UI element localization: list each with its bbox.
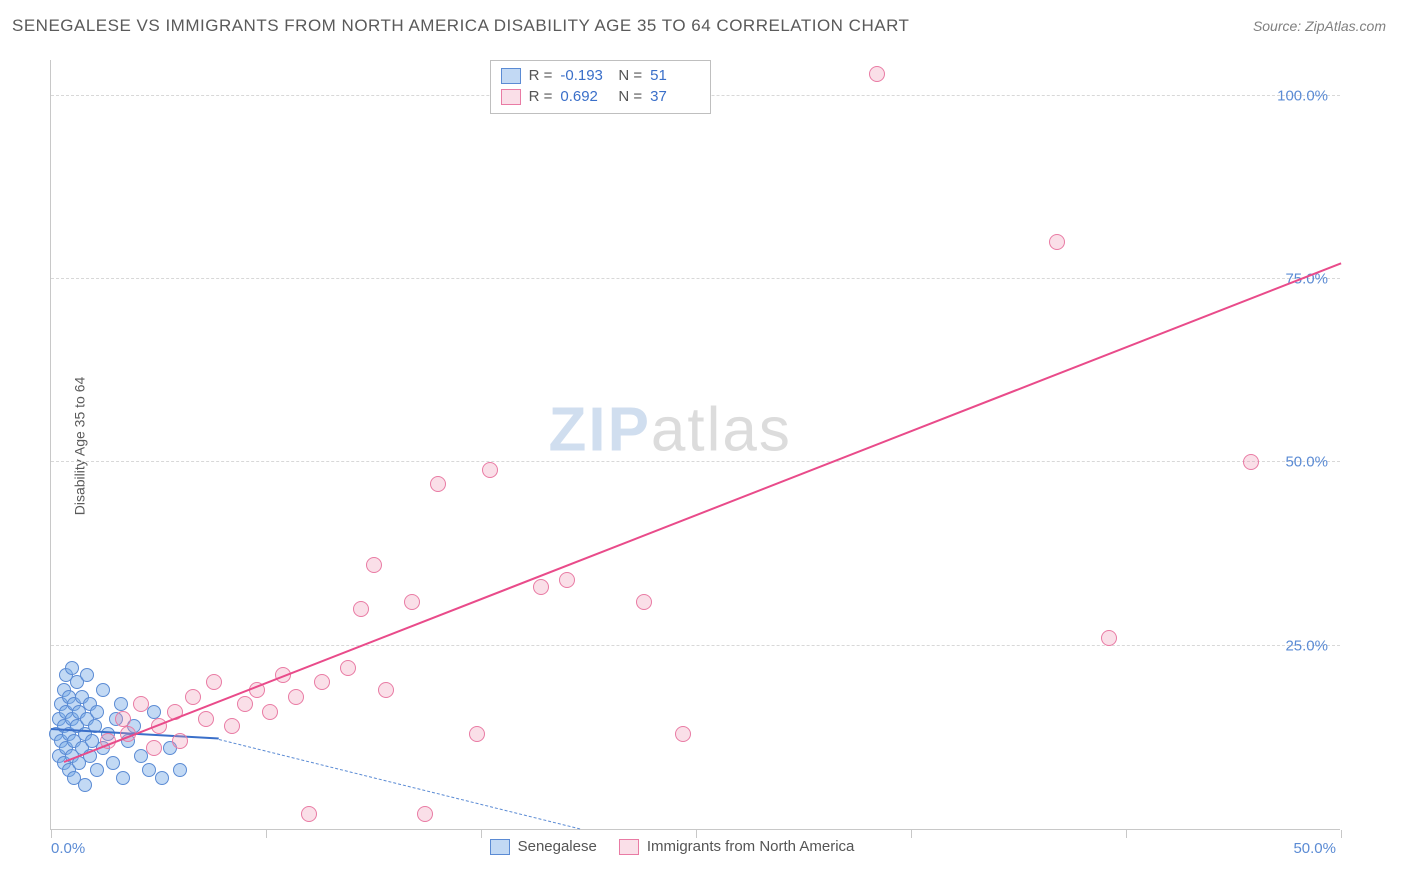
data-point-senegalese xyxy=(142,763,156,777)
data-point-immigrants xyxy=(115,711,131,727)
gridline-h xyxy=(51,461,1340,462)
data-point-immigrants xyxy=(340,660,356,676)
data-point-immigrants xyxy=(301,806,317,822)
bottom-legend: Senegalese Immigrants from North America xyxy=(490,838,855,855)
chart-title: SENEGALESE VS IMMIGRANTS FROM NORTH AMER… xyxy=(12,16,909,36)
legend-label: Senegalese xyxy=(518,838,597,855)
data-point-immigrants xyxy=(146,740,162,756)
stats-box: R = -0.193 N = 51 R = 0.692 N = 37 xyxy=(490,60,712,114)
trend-line xyxy=(64,262,1342,763)
stat-n-label: N = xyxy=(618,67,642,84)
source-label: Source: ZipAtlas.com xyxy=(1253,18,1386,34)
data-point-immigrants xyxy=(133,696,149,712)
x-tick xyxy=(911,830,912,838)
x-tick xyxy=(266,830,267,838)
data-point-immigrants xyxy=(559,572,575,588)
legend-label: Immigrants from North America xyxy=(647,838,855,855)
data-point-immigrants xyxy=(262,704,278,720)
stat-r-label: R = xyxy=(529,67,553,84)
data-point-immigrants xyxy=(430,476,446,492)
stat-n-label: N = xyxy=(618,88,642,105)
data-point-senegalese xyxy=(96,683,110,697)
x-tick xyxy=(696,830,697,838)
y-tick-label: 50.0% xyxy=(1285,454,1328,471)
data-point-immigrants xyxy=(469,726,485,742)
chart-container: SENEGALESE VS IMMIGRANTS FROM NORTH AMER… xyxy=(0,0,1406,892)
data-point-immigrants xyxy=(378,682,394,698)
y-tick-label: 25.0% xyxy=(1285,637,1328,654)
y-tick-label: 100.0% xyxy=(1277,87,1328,104)
data-point-senegalese xyxy=(90,705,104,719)
data-point-immigrants xyxy=(636,594,652,610)
legend-swatch xyxy=(490,839,510,855)
legend-swatch xyxy=(501,68,521,84)
data-point-senegalese xyxy=(106,756,120,770)
data-point-immigrants xyxy=(404,594,420,610)
y-tick-label: 75.0% xyxy=(1285,271,1328,288)
gridline-h xyxy=(51,278,1340,279)
x-tick xyxy=(1341,830,1342,838)
data-point-immigrants xyxy=(1101,630,1117,646)
data-point-immigrants xyxy=(237,696,253,712)
data-point-immigrants xyxy=(314,674,330,690)
data-point-senegalese xyxy=(90,763,104,777)
data-point-immigrants xyxy=(1049,234,1065,250)
data-point-immigrants xyxy=(417,806,433,822)
data-point-immigrants xyxy=(1243,454,1259,470)
x-tick-label: 50.0% xyxy=(1293,840,1336,857)
stat-n-value: 51 xyxy=(650,67,700,84)
legend-item-immigrants: Immigrants from North America xyxy=(619,838,855,855)
watermark-zip: ZIP xyxy=(548,395,650,464)
data-point-senegalese xyxy=(116,771,130,785)
legend-item-senegalese: Senegalese xyxy=(490,838,597,855)
data-point-immigrants xyxy=(206,674,222,690)
data-point-senegalese xyxy=(173,763,187,777)
stat-r-label: R = xyxy=(529,88,553,105)
x-tick-label: 0.0% xyxy=(51,840,85,857)
data-point-immigrants xyxy=(533,579,549,595)
x-tick xyxy=(481,830,482,838)
data-point-immigrants xyxy=(224,718,240,734)
data-point-senegalese xyxy=(80,668,94,682)
data-point-immigrants xyxy=(482,462,498,478)
data-point-senegalese xyxy=(147,705,161,719)
watermark-atlas: atlas xyxy=(651,395,792,464)
data-point-immigrants xyxy=(185,689,201,705)
data-point-immigrants xyxy=(353,601,369,617)
data-point-senegalese xyxy=(78,778,92,792)
data-point-immigrants xyxy=(675,726,691,742)
x-tick xyxy=(51,830,52,838)
stat-n-value: 37 xyxy=(650,88,700,105)
plot-area: ZIPatlas 25.0%50.0%75.0%100.0%0.0%50.0%R… xyxy=(50,60,1340,830)
legend-swatch xyxy=(501,89,521,105)
data-point-immigrants xyxy=(198,711,214,727)
data-point-immigrants xyxy=(366,557,382,573)
stats-row-immigrants: R = 0.692 N = 37 xyxy=(501,86,701,107)
x-tick xyxy=(1126,830,1127,838)
stat-r-value: 0.692 xyxy=(560,88,610,105)
data-point-senegalese xyxy=(155,771,169,785)
legend-swatch xyxy=(619,839,639,855)
stat-r-value: -0.193 xyxy=(560,67,610,84)
watermark: ZIPatlas xyxy=(548,394,791,465)
gridline-h xyxy=(51,645,1340,646)
data-point-senegalese xyxy=(65,661,79,675)
data-point-immigrants xyxy=(288,689,304,705)
trend-line-dashed xyxy=(219,739,580,829)
stats-row-senegalese: R = -0.193 N = 51 xyxy=(501,65,701,86)
data-point-immigrants xyxy=(869,66,885,82)
data-point-senegalese xyxy=(114,697,128,711)
data-point-immigrants xyxy=(172,733,188,749)
